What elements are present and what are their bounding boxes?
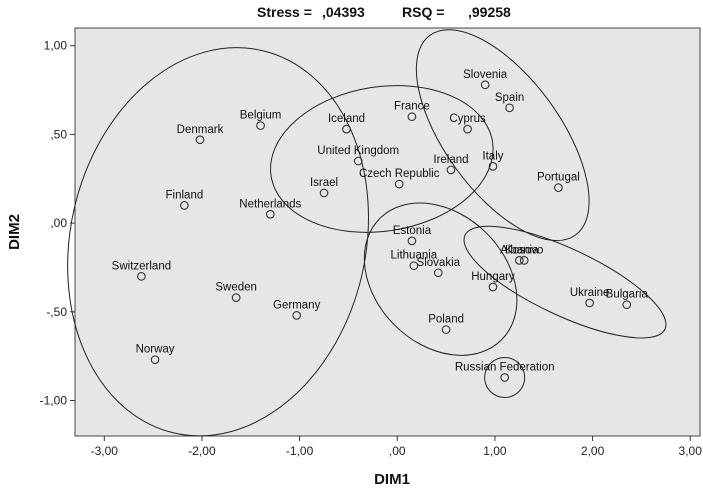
data-point [407, 112, 417, 122]
y-tick-label: ,50 [50, 127, 67, 141]
data-point [319, 188, 329, 198]
data-point [409, 261, 419, 271]
point-label: Ireland [433, 154, 468, 166]
data-point [265, 209, 275, 219]
data-point [137, 271, 146, 281]
cluster-ellipse [363, 202, 518, 356]
point-label: Spain [495, 92, 524, 104]
x-tick-label: 1,00 [483, 444, 507, 458]
x-axis-ticks: -3,00 -2,00 -1,00 ,00 1,00 2,00 3,00 [91, 436, 703, 458]
y-axis-title: DIM2 [6, 214, 23, 250]
x-tick-label: -1,00 [286, 444, 314, 458]
rsq-value: ,99258 [468, 4, 511, 20]
data-point [292, 311, 302, 320]
point-label: Italy [482, 150, 503, 162]
data-point [180, 201, 189, 210]
data-point [480, 80, 490, 90]
data-points [137, 80, 632, 382]
data-point [505, 103, 514, 113]
point-label: United Kingdom [317, 145, 399, 157]
point-label: Netherlands [239, 198, 301, 210]
data-point [500, 373, 510, 382]
x-tick-label: 3,00 [679, 444, 703, 458]
point-label: Kosovo [505, 244, 543, 256]
point-labels: Slovenia Spain Cyprus Italy Portugal France Ic… [112, 69, 649, 374]
stress-value: ,04393 [322, 4, 365, 20]
y-axis-ticks: 1,00 ,50 ,00 -,50 -1,00 [40, 39, 75, 408]
point-label: Sweden [215, 282, 257, 294]
y-tick-label: ,00 [50, 216, 67, 230]
point-label: Belgium [240, 110, 282, 122]
x-tick-label: 2,00 [581, 444, 605, 458]
point-label: Norway [136, 344, 175, 356]
cluster-ellipse [484, 356, 526, 398]
point-label: Czech Republic [359, 168, 440, 180]
cluster-ellipse [67, 47, 369, 437]
data-point [195, 135, 205, 145]
data-point [231, 293, 241, 302]
data-point [446, 165, 456, 175]
point-label: Poland [428, 314, 464, 326]
cluster-ellipse [463, 225, 667, 339]
point-label: Estonia [393, 225, 432, 237]
data-point [463, 124, 472, 134]
cluster-ellipses [67, 29, 667, 437]
point-label: Denmark [177, 124, 224, 136]
x-axis-title: DIM1 [374, 471, 410, 488]
data-point [514, 256, 524, 265]
x-tick-label: -2,00 [188, 444, 216, 458]
data-point [394, 179, 404, 189]
data-point [353, 156, 363, 166]
data-point [519, 256, 529, 265]
point-label: Cyprus [449, 113, 486, 125]
data-point [554, 183, 563, 193]
stress-label: Stress = [257, 4, 312, 20]
cluster-ellipse [270, 85, 494, 233]
point-label: Israel [310, 177, 338, 189]
cluster-ellipse [415, 29, 590, 242]
point-label: Finland [166, 189, 204, 201]
point-label: Albania [500, 244, 539, 256]
chart-header: Stress = ,04393 RSQ = ,99258 [257, 4, 511, 20]
point-label: Switzerland [112, 260, 171, 272]
y-tick-label: 1,00 [44, 39, 68, 53]
plot-area [74, 27, 701, 437]
point-label: Ukraine [570, 287, 610, 299]
x-tick-label: -3,00 [91, 444, 119, 458]
data-point [256, 121, 265, 130]
rsq-label: RSQ = [402, 4, 444, 20]
point-label: France [394, 101, 430, 113]
data-point [150, 355, 160, 365]
x-tick-label: ,00 [389, 444, 406, 458]
data-point [433, 268, 443, 278]
point-label: Iceland [328, 113, 365, 125]
point-label: Lithuania [391, 250, 438, 262]
point-label: Hungary [471, 271, 515, 283]
y-tick-label: -1,00 [40, 394, 68, 408]
data-point [488, 162, 498, 171]
data-point [441, 325, 451, 334]
point-label: Slovakia [417, 257, 461, 269]
data-point [585, 298, 594, 308]
point-label: Bulgaria [606, 289, 649, 301]
data-point [622, 300, 632, 310]
y-tick-label: -,50 [46, 305, 67, 319]
point-label: Portugal [537, 172, 580, 184]
data-point [488, 282, 498, 292]
data-point [342, 124, 351, 134]
data-point [407, 236, 417, 246]
point-label: Russian Federation [455, 361, 555, 373]
point-label: Germany [273, 299, 321, 311]
point-label: Slovenia [463, 69, 508, 81]
